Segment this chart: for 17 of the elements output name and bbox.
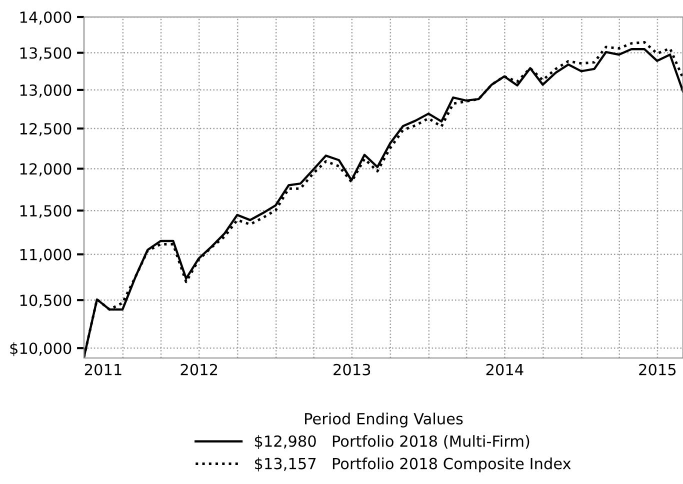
legend-title: Period Ending Values	[305, 412, 463, 428]
x-tick-label: 2011	[84, 364, 122, 376]
y-tick-label: 14,000	[20, 11, 72, 25]
y-tick-label: 12,500	[20, 122, 72, 136]
legend-label: $12,980 Portfolio 2018 (Multi-Firm)	[254, 435, 530, 449]
y-tick-label: $10,000	[10, 342, 72, 356]
x-tick-label: 2014	[486, 364, 524, 376]
y-tick-label: 10,500	[20, 294, 72, 308]
x-tick-label: 2015	[639, 364, 676, 376]
legend-label: $13,157 Portfolio 2018 Composite Index	[254, 458, 571, 472]
y-tick-label: 13,500	[20, 47, 72, 60]
y-tick-label: 11,000	[20, 248, 72, 262]
x-tick-label: 2012	[180, 364, 218, 376]
y-tick-label: 11,500	[20, 205, 72, 218]
y-tick-label: 13,000	[20, 84, 72, 98]
x-tick-label: 2013	[334, 364, 370, 376]
y-tick-label: 12,000	[20, 163, 72, 176]
